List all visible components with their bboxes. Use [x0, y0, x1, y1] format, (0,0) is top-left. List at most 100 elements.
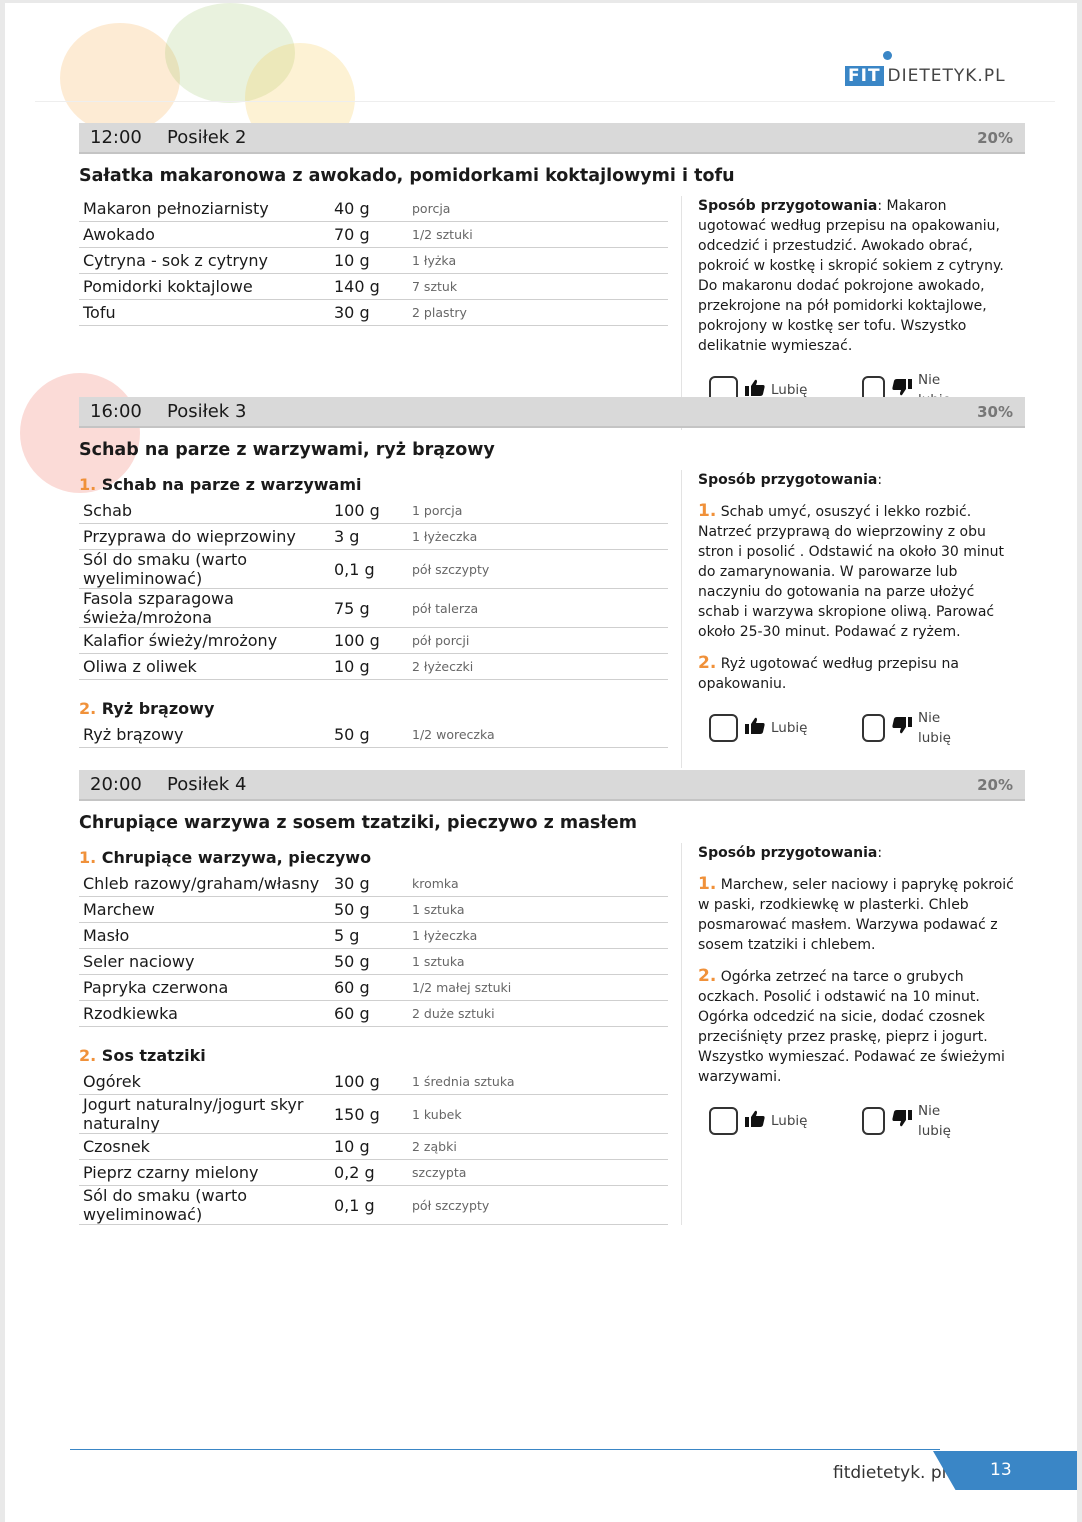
ingredient-group-title: 1. Schab na parze z warzywami [79, 475, 362, 494]
meal-header: 20:00 Posiłek 4 20% [79, 770, 1025, 801]
ingredient-row: Pomidorki koktajlowe 140 g 7 sztuk [79, 274, 668, 300]
diet-page: FIT DIETETYK.PL 12:00 Posiłek 2 20% Sała… [5, 3, 1077, 1522]
ingredient-measure: 7 sztuk [412, 279, 458, 294]
ingredient-measure: 1 łyżeczka [412, 529, 478, 544]
fitdietetyk-logo: FIT DIETETYK.PL [845, 51, 1006, 87]
ingredient-row: Czosnek 10 g 2 ząbki [79, 1134, 668, 1160]
ingredient-name: Awokado [83, 225, 155, 244]
thumbs-up-icon [745, 379, 771, 402]
ingredient-name: Seler naciowy [83, 952, 195, 971]
ingredient-measure: pół talerza [412, 600, 479, 616]
ingredient-amount: 0,1 g [334, 559, 375, 579]
thumbs-down-icon [892, 1109, 918, 1133]
ingredient-row: Awokado 70 g 1/2 sztuki [79, 222, 668, 248]
ingredients-table: 1. Schab na parze z warzywami Schab 100 … [79, 470, 668, 768]
thumbs-up-icon [745, 1110, 771, 1133]
ingredient-measure: 2 duże sztuki [412, 1006, 495, 1021]
preparation: Sposób przygotowania: 1. Schab umyć, osus… [682, 470, 1017, 768]
preparation-step: 1. Marchew, seler naciowy i paprykę pokr… [698, 874, 1014, 953]
ingredients-table: 1. Chrupiące warzywa, pieczywo Chleb raz… [79, 843, 668, 1225]
ingredient-amount: 50 g [334, 900, 370, 919]
ingredient-name: Makaron pełnoziarnisty [83, 199, 269, 218]
ingredient-group-title: 1. Chrupiące warzywa, pieczywo [79, 848, 372, 867]
logo-fit: FIT [845, 66, 884, 86]
ingredient-name: Marchew [83, 900, 155, 919]
ingredient-name: Fasola szparagowa świeża/mrożona [83, 589, 234, 627]
ingredient-name: Przyprawa do wieprzowiny [83, 527, 296, 546]
ingredient-amount: 10 g [334, 251, 370, 270]
ingredient-amount: 150 g [334, 1104, 380, 1124]
preparation-text: Sposób przygotowania: [698, 845, 883, 861]
preparation: Sposób przygotowania: 1. Marchew, seler n… [682, 843, 1017, 1225]
ingredient-group-title: 2. Sos tzatziki [79, 1046, 206, 1065]
ingredient-name: Ryż brązowy [83, 725, 184, 744]
dislike-checkbox[interactable]: Nie lubię [862, 1101, 962, 1141]
ingredient-amount: 3 g [334, 527, 360, 546]
ingredient-name: Ogórek [83, 1072, 141, 1091]
preparation-text: Sposób przygotowania: [698, 472, 883, 488]
ingredient-measure: porcja [412, 201, 451, 216]
ingredient-measure: kromka [412, 876, 459, 891]
ingredient-name: Czosnek [83, 1137, 150, 1156]
like-checkbox[interactable]: Lubię [709, 1101, 807, 1141]
preparation-step: 2. Ogórka zetrzeć na tarce o grubych ocz… [698, 966, 1005, 1085]
ingredient-row: Seler naciowy 50 g 1 sztuka [79, 949, 668, 975]
meal-name: Posiłek 3 [167, 401, 247, 422]
page-number: 13 [933, 1451, 1077, 1490]
ingredient-amount: 100 g [334, 501, 380, 520]
ingredient-row: Rzodkiewka 60 g 2 duże sztuki [79, 1001, 668, 1027]
ingredient-amount: 50 g [334, 725, 370, 744]
ingredient-row: Cytryna - sok z cytryny 10 g 1 łyżka [79, 248, 668, 274]
like-checkbox[interactable]: Lubię [709, 708, 807, 748]
ingredient-amount: 5 g [334, 926, 360, 945]
ingredient-row: Tofu 30 g 2 plastry [79, 300, 668, 326]
ingredient-name: Jogurt naturalny/jogurt skyr naturalny [83, 1095, 304, 1133]
fruit-decoration [60, 23, 180, 133]
ingredient-row: Fasola szparagowa świeża/mrożona 75 g pó… [79, 589, 668, 628]
ingredient-amount: 30 g [334, 303, 370, 322]
ingredient-name: Sól do smaku (warto wyeliminować) [83, 1186, 248, 1224]
ingredients-table: Makaron pełnoziarnisty 40 g porcja Awoka… [79, 196, 668, 430]
preparation: Sposób przygotowania: Makaron ugotować w… [682, 196, 1017, 430]
recipe-title: Schab na parze z warzywami, ryż brązowy [79, 440, 495, 460]
ingredient-amount: 0,2 g [334, 1163, 375, 1182]
ingredient-amount: 75 g [334, 598, 370, 618]
recipe-title: Sałatka makaronowa z awokado, pomidorkam… [79, 166, 735, 186]
ingredient-name: Kalafior świeży/mrożony [83, 631, 278, 650]
dislike-checkbox[interactable]: Nie lubię [862, 708, 962, 748]
meal-section: 20:00 Posiłek 4 20% Chrupiące warzywa z … [79, 770, 1025, 1225]
ingredient-amount: 10 g [334, 657, 370, 676]
ingredient-amount: 70 g [334, 225, 370, 244]
meal-section: 12:00 Posiłek 2 20% Sałatka makaronowa z… [79, 123, 1025, 430]
ingredient-row: Masło 5 g 1 łyżeczka [79, 923, 668, 949]
ingredient-measure: 1/2 małej sztuki [412, 980, 512, 995]
ingredient-amount: 0,1 g [334, 1195, 375, 1215]
ingredient-row: Sól do smaku (warto wyeliminować) 0,1 g … [79, 1186, 668, 1225]
ingredient-row: Marchew 50 g 1 sztuka [79, 897, 668, 923]
ingredient-measure: pół szczypty [412, 1197, 490, 1213]
meal-percent: 20% [977, 128, 1013, 147]
meal-percent: 20% [977, 775, 1013, 794]
ingredient-row: Papryka czerwona 60 g 1/2 małej sztuki [79, 975, 668, 1001]
ingredient-amount: 100 g [334, 1072, 380, 1091]
ingredient-row: Kalafior świeży/mrożony 100 g pół porcji [79, 628, 668, 654]
preparation-step: 2. Ryż ugotować według przepisu na opako… [698, 653, 959, 692]
ingredient-amount: 60 g [334, 978, 370, 997]
meal-name: Posiłek 2 [167, 127, 247, 148]
ingredient-row: Sól do smaku (warto wyeliminować) 0,1 g … [79, 550, 668, 589]
ingredient-measure: 2 plastry [412, 305, 467, 320]
ingredient-measure: 1/2 woreczka [412, 727, 495, 742]
column-divider [681, 470, 682, 768]
ingredient-measure: 1 łyżka [412, 253, 457, 268]
ingredient-measure: 1 średnia sztuka [412, 1074, 515, 1089]
column-divider [681, 196, 682, 430]
ingredient-amount: 50 g [334, 952, 370, 971]
ingredient-group-title: 2. Ryż brązowy [79, 699, 215, 718]
ingredient-row: Pieprz czarny mielony 0,2 g szczypta [79, 1160, 668, 1186]
ingredient-amount: 30 g [334, 874, 370, 893]
ingredient-row: Oliwa z oliwek 10 g 2 łyżeczki [79, 654, 668, 680]
ingredient-measure: 1 porcja [412, 503, 463, 518]
ingredient-name: Papryka czerwona [83, 978, 229, 997]
ingredient-row: Ogórek 100 g 1 średnia sztuka [79, 1069, 668, 1095]
ingredient-name: Pieprz czarny mielony [83, 1163, 259, 1182]
